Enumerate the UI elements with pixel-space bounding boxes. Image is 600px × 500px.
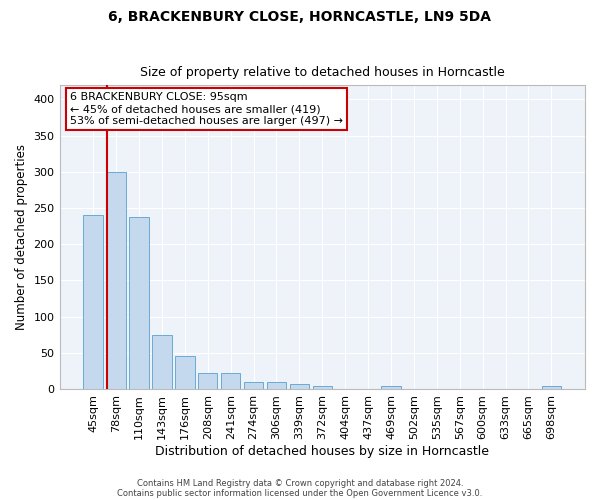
Bar: [175, 356, 194, 389]
Y-axis label: Number of detached properties: Number of detached properties: [15, 144, 28, 330]
Text: 6, BRACKENBURY CLOSE, HORNCASTLE, LN9 5DA: 6, BRACKENBURY CLOSE, HORNCASTLE, LN9 5D…: [109, 10, 491, 24]
Bar: [152, 334, 172, 389]
Text: Contains HM Land Registry data © Crown copyright and database right 2024.: Contains HM Land Registry data © Crown c…: [137, 478, 463, 488]
Bar: [381, 386, 401, 389]
Bar: [129, 216, 149, 389]
Bar: [313, 386, 332, 389]
Bar: [221, 373, 241, 389]
Bar: [198, 373, 217, 389]
Text: 6 BRACKENBURY CLOSE: 95sqm
← 45% of detached houses are smaller (419)
53% of sem: 6 BRACKENBURY CLOSE: 95sqm ← 45% of deta…: [70, 92, 343, 126]
Bar: [542, 386, 561, 389]
Title: Size of property relative to detached houses in Horncastle: Size of property relative to detached ho…: [140, 66, 505, 80]
Bar: [244, 382, 263, 389]
Text: Contains public sector information licensed under the Open Government Licence v3: Contains public sector information licen…: [118, 490, 482, 498]
Bar: [267, 382, 286, 389]
Bar: [290, 384, 309, 389]
Bar: [106, 172, 126, 389]
Bar: [83, 215, 103, 389]
X-axis label: Distribution of detached houses by size in Horncastle: Distribution of detached houses by size …: [155, 444, 489, 458]
